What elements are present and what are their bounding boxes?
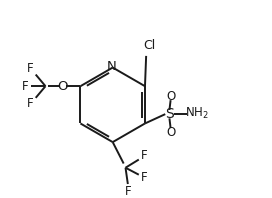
Text: F: F [141, 171, 147, 185]
Text: NH$_2$: NH$_2$ [185, 106, 209, 121]
Text: F: F [141, 149, 147, 162]
Text: F: F [27, 97, 33, 110]
Text: O: O [166, 126, 175, 139]
Text: F: F [27, 62, 33, 75]
Text: F: F [22, 80, 28, 93]
Text: N: N [107, 60, 116, 73]
Text: S: S [165, 107, 174, 121]
Text: F: F [125, 185, 131, 198]
Text: O: O [58, 80, 68, 93]
Text: O: O [166, 90, 175, 103]
Text: Cl: Cl [144, 39, 156, 52]
